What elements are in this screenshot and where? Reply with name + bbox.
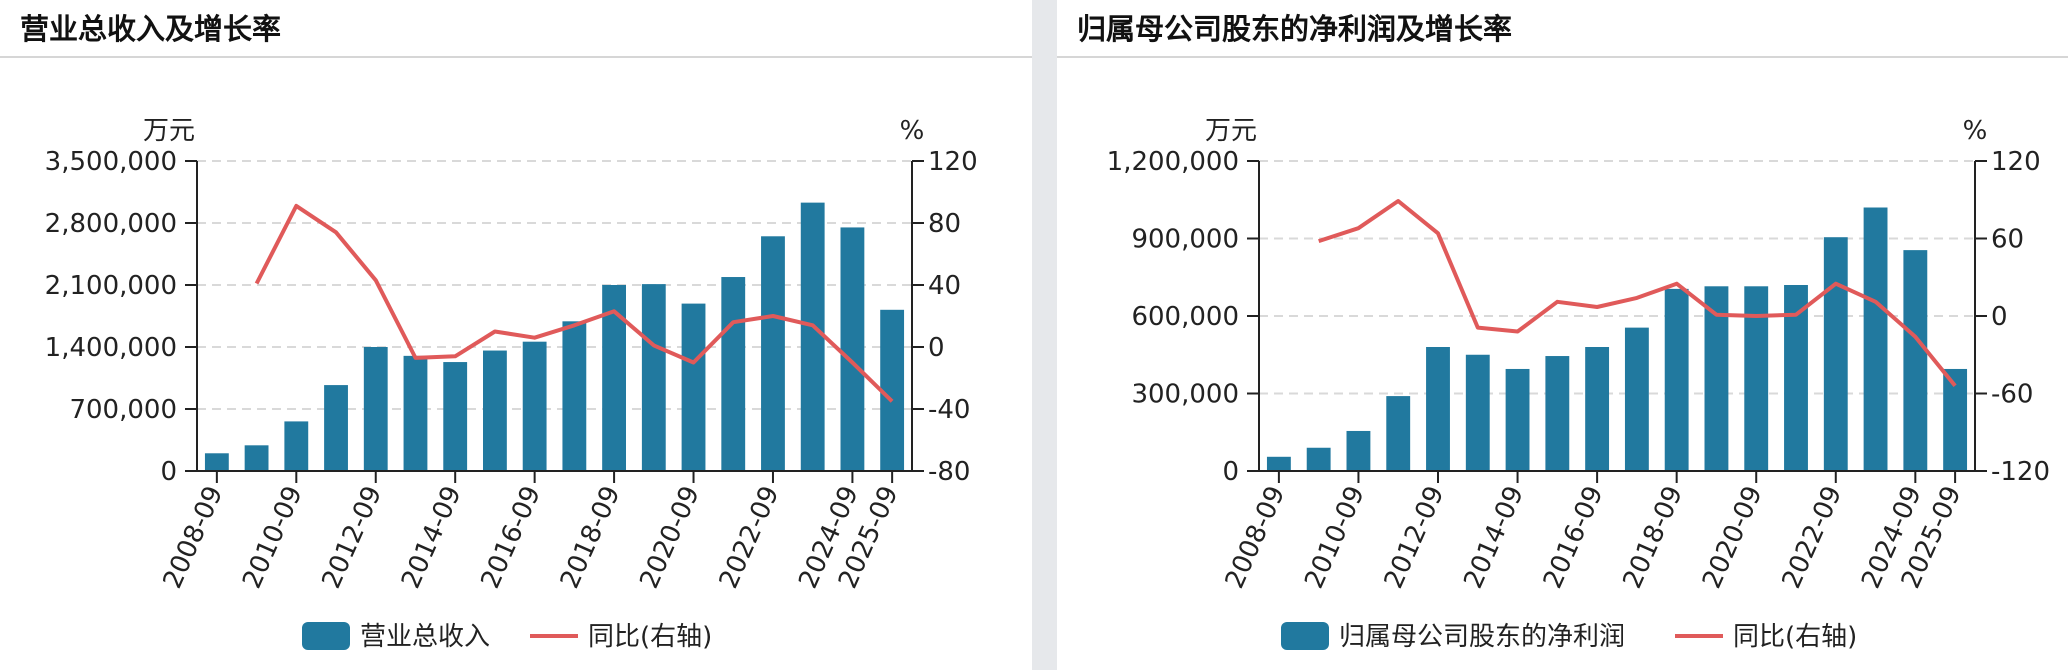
bar: [840, 227, 865, 471]
bar: [721, 277, 746, 471]
bar: [403, 355, 428, 471]
bar: [443, 362, 468, 471]
legend-bar-swatch: [302, 622, 350, 650]
legend-line-label: 同比(右轴): [1733, 622, 1857, 652]
bar: [1744, 286, 1769, 471]
net-profit-chart: 万元 % 0 300,000 600,000 900,000 1,200,000 -120 -6…: [1107, 116, 2050, 652]
x-axis-tick-label: 2018-09: [1617, 482, 1689, 593]
right-axis-tick-label: 40: [928, 271, 961, 301]
x-axis-tick-label: 2008-09: [1220, 482, 1292, 593]
left-axis-tick-label: 0: [1222, 457, 1239, 487]
bar: [1306, 447, 1331, 471]
bar: [1465, 354, 1490, 471]
right-axis-tick-label: 120: [1991, 147, 2041, 177]
bar: [483, 350, 507, 471]
right-axis-unit: %: [900, 116, 925, 146]
x-axis-tick-label: 2022-09: [1777, 482, 1849, 593]
panel-header: 归属母公司股东的净利润及增长率: [1057, 0, 2068, 58]
right-axis-tick-label: 0: [1991, 302, 2008, 332]
right-axis-tick-label: -80: [928, 457, 970, 487]
bar: [522, 341, 547, 471]
left-axis-tick-label: 2,100,000: [45, 271, 177, 301]
bar: [761, 236, 785, 471]
bar: [1505, 368, 1530, 471]
left-axis-tick-label: 700,000: [69, 395, 177, 425]
left-axis-tick-label: 900,000: [1131, 225, 1239, 255]
left-axis-tick-label: 2,800,000: [45, 209, 177, 239]
panel-title: 营业总收入及增长率: [20, 12, 282, 46]
left-axis-unit: 万元: [1205, 116, 1257, 146]
bar: [800, 202, 825, 471]
right-axis-tick-label: 120: [928, 147, 978, 177]
bar: [363, 347, 388, 471]
bar: [1664, 288, 1689, 471]
x-axis-tick-label: 2016-09: [1538, 482, 1610, 593]
bar: [284, 421, 309, 471]
left-axis-tick-label: 1,400,000: [45, 333, 177, 363]
bar: [681, 303, 706, 471]
x-axis-tick-label: 2016-09: [475, 482, 547, 593]
right-axis-tick-label: -120: [1991, 457, 2050, 487]
bar: [1266, 456, 1291, 471]
legend-bar-swatch: [1281, 622, 1329, 650]
x-axis-tick-label: 2014-09: [1458, 482, 1530, 593]
right-axis-unit: %: [1963, 116, 1988, 146]
panel-title: 归属母公司股东的净利润及增长率: [1077, 12, 1513, 46]
left-axis-unit: 万元: [143, 116, 195, 146]
left-axis-tick-label: 600,000: [1131, 302, 1239, 332]
bar: [324, 385, 348, 471]
right-axis-tick-label: 80: [928, 209, 961, 239]
bar: [1346, 430, 1371, 471]
x-axis-tick-label: 2020-09: [1697, 482, 1769, 593]
left-axis-tick-label: 300,000: [1131, 380, 1239, 410]
left-axis-tick-label: 0: [160, 457, 177, 487]
bar: [1624, 327, 1649, 471]
right-axis-tick-label: -60: [1991, 380, 2033, 410]
x-axis-tick-label: 2012-09: [1379, 482, 1451, 593]
bar: [1545, 356, 1570, 471]
right-axis-tick-label: 0: [928, 333, 945, 363]
x-axis-tick-label: 2010-09: [237, 482, 309, 593]
bar: [1386, 396, 1411, 471]
right-axis-tick-label: 60: [1991, 225, 2024, 255]
growth-line: [1318, 199, 1957, 388]
bar: [204, 453, 229, 471]
bar: [880, 309, 905, 471]
right-axis-tick-label: -40: [928, 395, 970, 425]
bar: [1823, 237, 1848, 471]
bar: [562, 321, 587, 471]
bar: [602, 285, 626, 471]
x-axis-tick-label: 2020-09: [634, 482, 706, 593]
left-axis-tick-label: 1,200,000: [1107, 147, 1239, 177]
bar: [1943, 368, 1968, 471]
x-axis-tick-label: 2018-09: [555, 482, 627, 593]
bar: [1903, 250, 1928, 471]
bar: [1863, 207, 1888, 471]
x-axis-tick-label: 2010-09: [1299, 482, 1371, 593]
left-axis-tick-label: 3,500,000: [45, 147, 177, 177]
x-axis-tick-label: 2008-09: [158, 482, 230, 593]
legend-bar-label: 营业总收入: [360, 622, 490, 652]
growth-line: [254, 203, 894, 403]
x-axis-tick-label: 2014-09: [396, 482, 468, 593]
bar: [1704, 286, 1729, 471]
x-axis-tick-label: 2022-09: [714, 482, 786, 593]
bar: [244, 445, 269, 471]
net-profit-panel: 归属母公司股东的净利润及增长率 万元% 0 300,000 600,000 900,00…: [1057, 0, 2068, 670]
bar: [1426, 347, 1450, 471]
panel-header: 营业总收入及增长率: [0, 0, 1032, 58]
bar: [1784, 285, 1808, 471]
bar: [641, 284, 666, 471]
x-axis-tick-label: 2012-09: [317, 482, 389, 593]
revenue-panel: 营业总收入及增长率 万元% 0 700,000 1,400,000 2,100,000 2…: [0, 0, 1032, 670]
legend-line-label: 同比(右轴): [588, 622, 712, 652]
bar: [1585, 347, 1610, 471]
legend-bar-label: 归属母公司股东的净利润: [1339, 622, 1625, 652]
revenue-chart: 万元 % 0 700,000 1,400,000 2,100,000 2,800,000 3,…: [45, 116, 978, 652]
